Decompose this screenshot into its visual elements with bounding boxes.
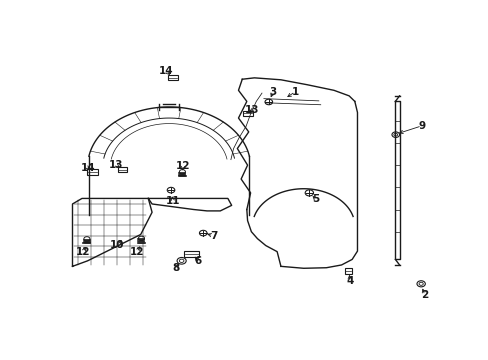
Text: 6: 6 — [194, 256, 202, 266]
Text: 10: 10 — [110, 240, 124, 250]
Text: 13: 13 — [109, 159, 123, 170]
Text: 5: 5 — [311, 194, 319, 204]
Text: 13: 13 — [245, 105, 259, 115]
Bar — [117, 167, 127, 172]
Text: 12: 12 — [76, 247, 90, 257]
Text: 4: 4 — [346, 276, 353, 286]
Bar — [344, 268, 351, 274]
Text: 2: 2 — [421, 291, 427, 301]
Text: 14: 14 — [159, 67, 173, 76]
Text: 9: 9 — [418, 121, 425, 131]
Text: 7: 7 — [209, 231, 217, 241]
Text: 8: 8 — [172, 263, 179, 273]
Text: 12: 12 — [176, 161, 190, 171]
Bar — [167, 75, 178, 81]
Bar — [184, 251, 199, 257]
Bar — [242, 111, 252, 116]
Bar — [87, 170, 97, 175]
Text: 14: 14 — [80, 163, 95, 173]
Text: 3: 3 — [269, 87, 276, 97]
Text: 11: 11 — [165, 196, 180, 206]
Text: 12: 12 — [129, 247, 144, 257]
Text: 1: 1 — [291, 87, 298, 97]
